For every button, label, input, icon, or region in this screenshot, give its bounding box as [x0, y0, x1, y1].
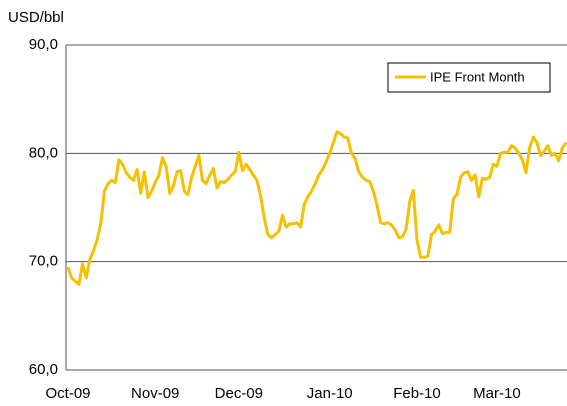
y-axis-title: USD/bbl: [8, 9, 64, 26]
x-tick-label: Mar-10: [473, 385, 521, 402]
x-tick-label: Oct-09: [45, 385, 90, 402]
y-tick-label: 90,0: [29, 36, 58, 53]
y-tick-label: 60,0: [29, 361, 58, 378]
x-tick-label: Dec-09: [215, 385, 263, 402]
y-tick-label: 80,0: [29, 144, 58, 161]
y-tick-label: 70,0: [29, 253, 58, 270]
legend-label: IPE Front Month: [430, 69, 525, 84]
x-tick-label: Nov-09: [131, 385, 179, 402]
line-series: [66, 130, 567, 286]
x-tick-label: Feb-10: [393, 385, 441, 402]
x-tick-label: Jan-10: [307, 385, 353, 402]
